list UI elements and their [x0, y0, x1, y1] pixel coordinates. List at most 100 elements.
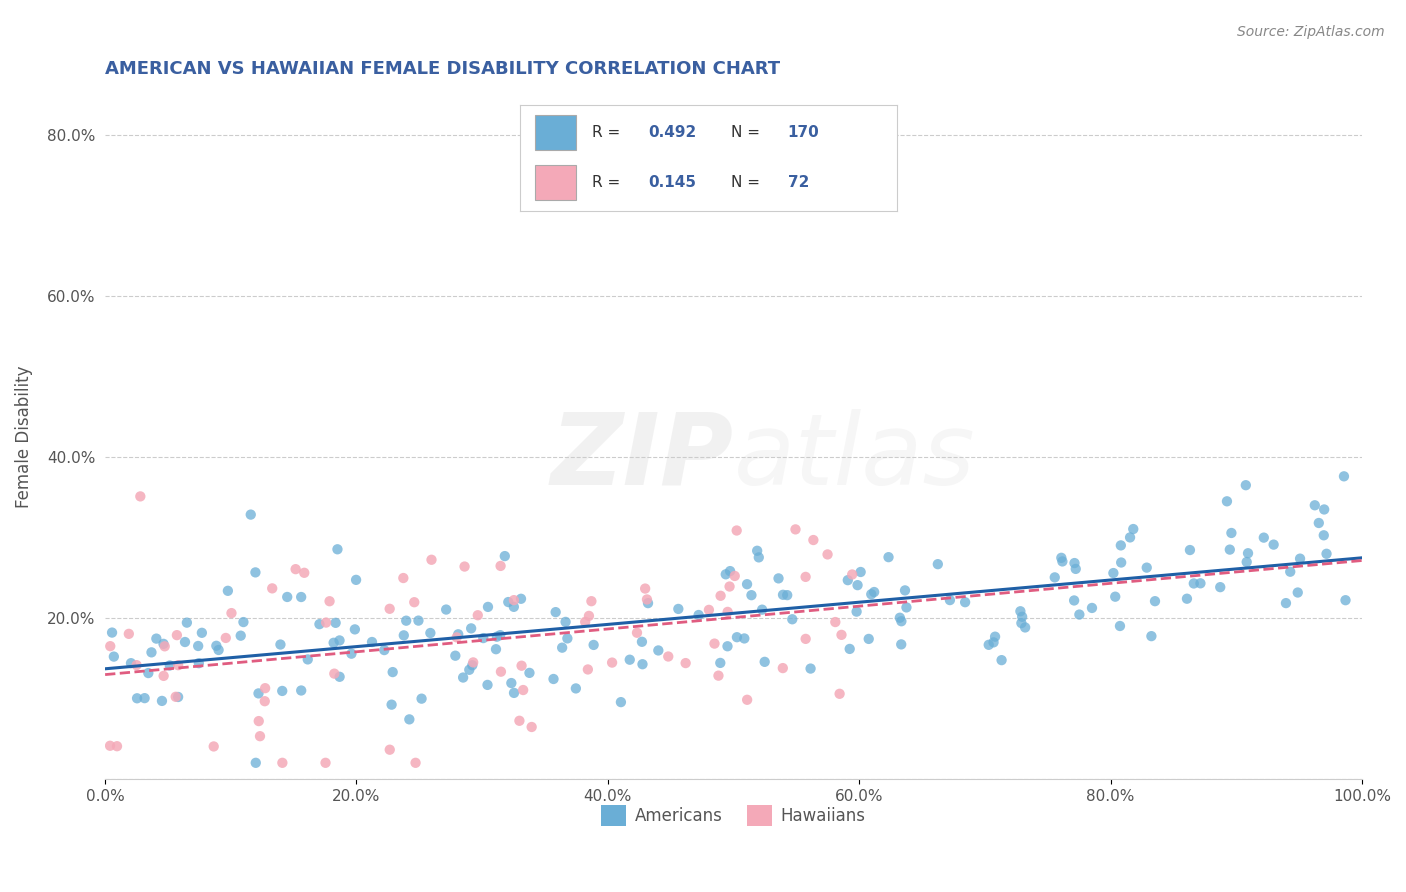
Point [1140, 629, 1163, 643]
Point [714, 567, 737, 582]
Point [794, 632, 817, 646]
Point [1313, 502, 1336, 516]
Point [1064, 562, 1087, 576]
Point [1010, 604, 1032, 618]
Point [1237, 546, 1260, 560]
Point [249, 729, 271, 743]
Point [1175, 591, 1198, 606]
Point [159, 658, 181, 673]
Point [392, 571, 415, 585]
Point [292, 566, 315, 580]
Point [600, 656, 623, 670]
Point [129, 489, 152, 503]
Point [647, 643, 669, 657]
Point [565, 681, 588, 696]
Point [939, 593, 962, 607]
Point [191, 625, 214, 640]
Point [675, 656, 697, 670]
Text: ZIP: ZIP [551, 409, 734, 506]
Point [411, 691, 433, 706]
Point [785, 522, 807, 536]
Point [1010, 616, 1032, 631]
Point [776, 588, 799, 602]
Point [953, 595, 976, 609]
Point [215, 631, 238, 645]
Point [318, 594, 340, 608]
Point [1333, 469, 1355, 483]
Point [446, 631, 468, 645]
Point [502, 599, 524, 614]
Point [754, 655, 776, 669]
Point [894, 583, 917, 598]
Point [419, 626, 441, 640]
Point [420, 553, 443, 567]
Point [1286, 585, 1309, 599]
Point [290, 683, 312, 698]
Point [329, 670, 352, 684]
Point [463, 656, 485, 670]
Point [990, 653, 1012, 667]
Point [626, 625, 648, 640]
Point [167, 690, 190, 704]
Point [1014, 620, 1036, 634]
Point [489, 628, 512, 642]
Point [145, 632, 167, 646]
Point [381, 698, 404, 712]
Point [1219, 542, 1241, 557]
Point [666, 602, 689, 616]
Point [1216, 494, 1239, 508]
Point [167, 658, 190, 673]
Point [860, 587, 883, 601]
Point [1104, 590, 1126, 604]
Point [716, 640, 738, 654]
Point [152, 669, 174, 683]
Point [890, 637, 912, 651]
Point [247, 714, 270, 728]
Point [544, 605, 567, 619]
Point [253, 694, 276, 708]
Point [361, 635, 384, 649]
Point [1236, 555, 1258, 569]
Point [344, 573, 367, 587]
Point [740, 588, 762, 602]
Point [554, 615, 576, 629]
Point [751, 602, 773, 616]
Point [634, 582, 657, 596]
Point [1136, 560, 1159, 574]
Point [707, 668, 730, 682]
Point [838, 641, 860, 656]
Point [217, 583, 239, 598]
Point [890, 614, 912, 628]
Point [328, 633, 350, 648]
Point [138, 666, 160, 681]
Point [582, 638, 605, 652]
Point [326, 542, 349, 557]
Point [724, 569, 747, 583]
Point [322, 636, 344, 650]
Point [239, 508, 262, 522]
Point [984, 630, 1007, 644]
Point [718, 564, 741, 578]
Point [378, 602, 401, 616]
Point [557, 632, 579, 646]
Point [1182, 576, 1205, 591]
Point [927, 557, 949, 571]
Point [824, 615, 846, 629]
Point [141, 645, 163, 659]
Point [262, 582, 284, 596]
Point [512, 683, 534, 698]
Point [828, 687, 851, 701]
Point [697, 603, 720, 617]
Point [619, 653, 641, 667]
Point [581, 594, 603, 608]
Point [381, 665, 404, 679]
Point [378, 742, 401, 756]
Point [1303, 498, 1326, 512]
Point [221, 606, 243, 620]
Point [447, 627, 470, 641]
Text: atlas: atlas [734, 409, 976, 506]
Point [343, 623, 366, 637]
Point [489, 665, 512, 679]
Point [510, 658, 533, 673]
Point [794, 570, 817, 584]
